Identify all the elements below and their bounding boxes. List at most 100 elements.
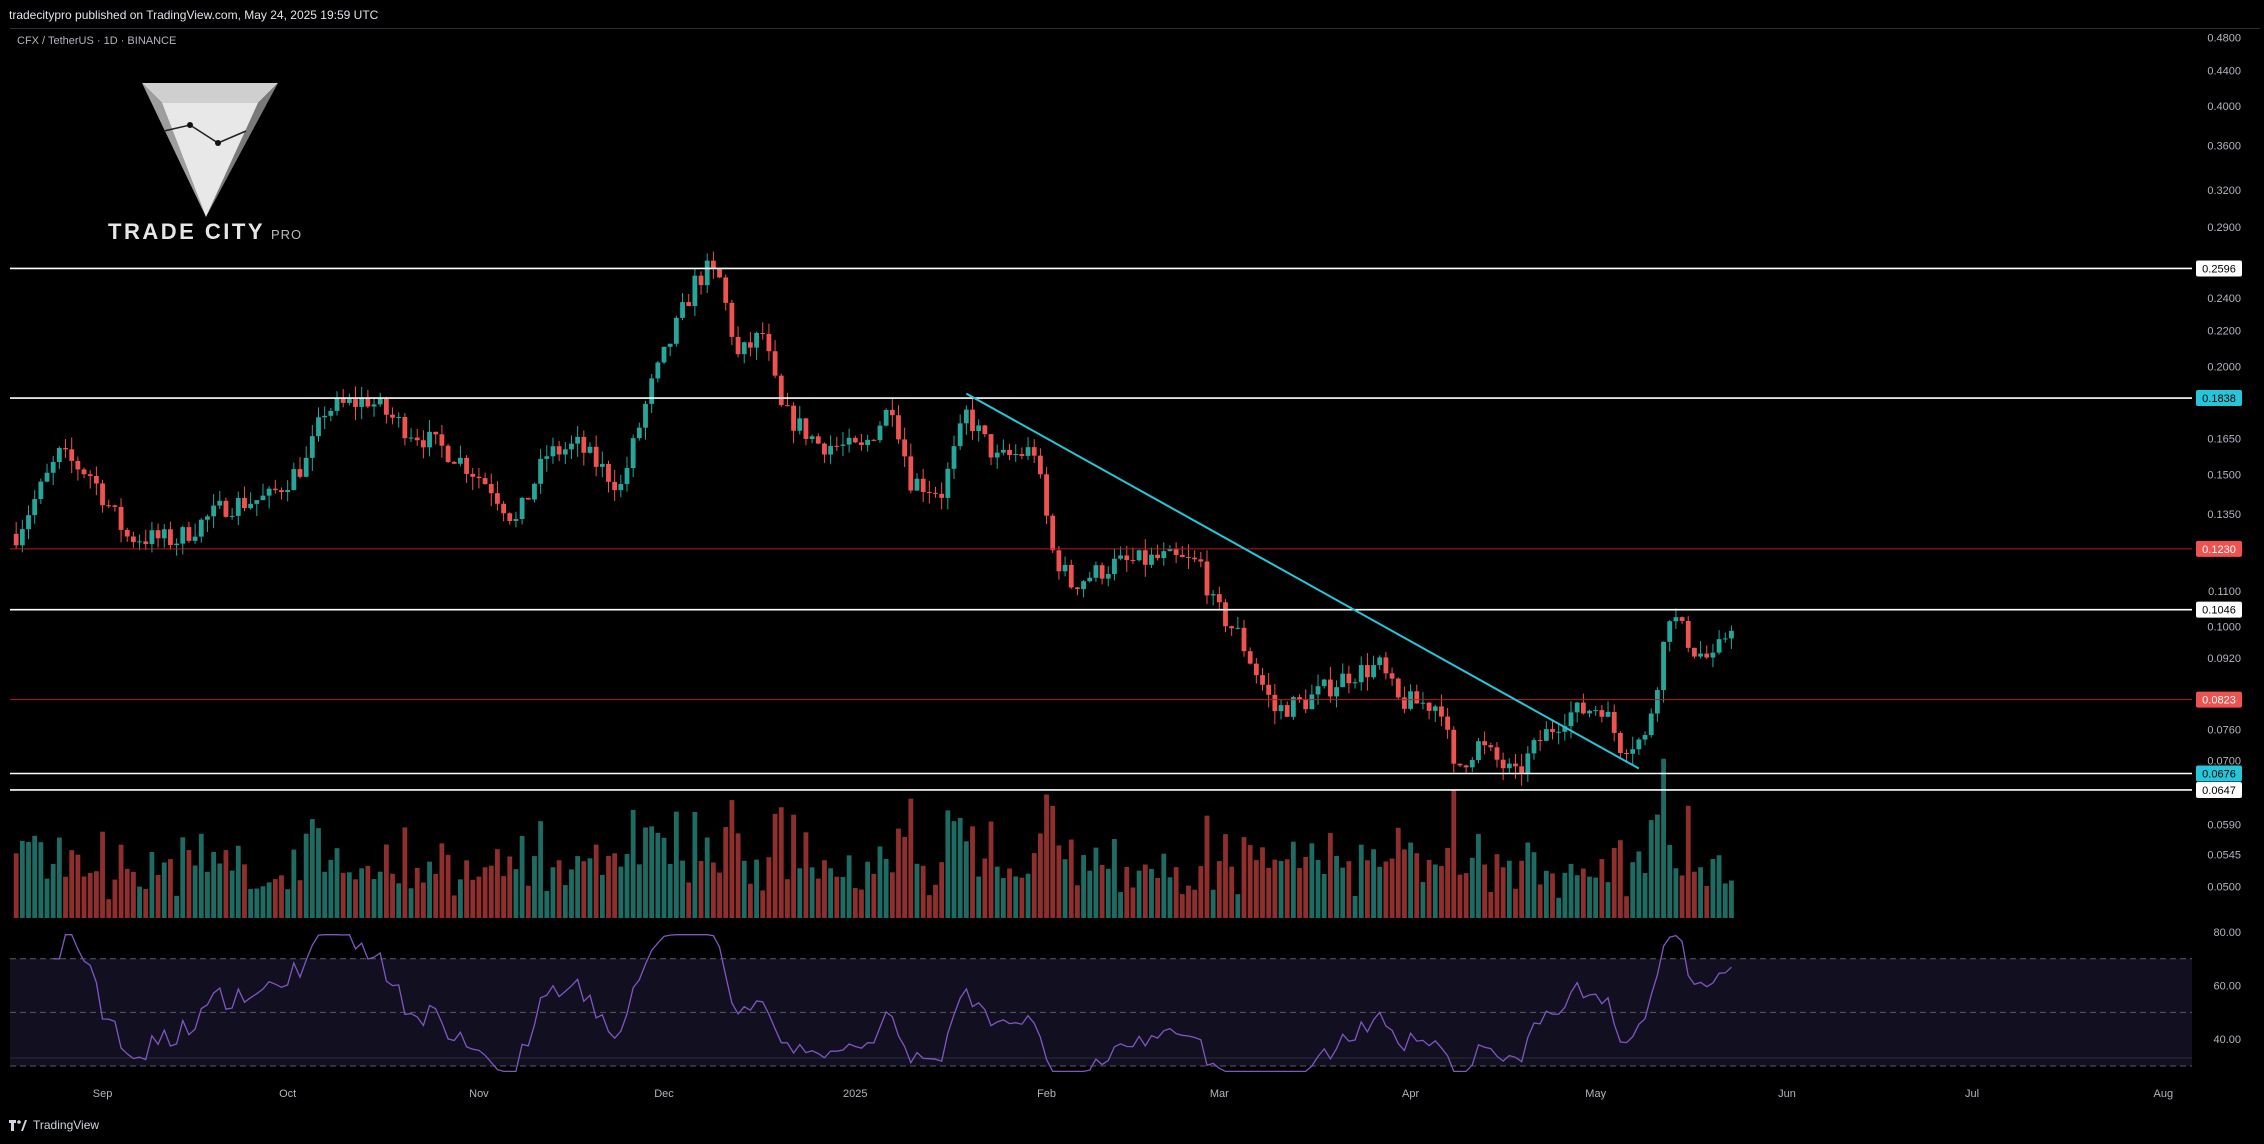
volume-bar	[846, 855, 852, 918]
candle-body	[272, 488, 278, 491]
candle-body	[840, 444, 846, 446]
price-tick-label: 0.4000	[2207, 101, 2241, 113]
volume-bar	[945, 810, 951, 918]
volume-bar	[396, 883, 402, 918]
volume-bar	[272, 879, 278, 918]
candle-body	[686, 302, 692, 307]
price-tick-label: 0.1650	[2207, 434, 2241, 446]
candle-body	[710, 260, 716, 269]
volume-bar	[723, 827, 729, 918]
volume-bar	[1587, 876, 1592, 918]
candle-body	[464, 457, 469, 474]
volume-bar	[1395, 827, 1401, 918]
candle-body	[1617, 732, 1623, 753]
candle-body	[223, 500, 229, 517]
candle-body	[143, 541, 149, 544]
volume-bar	[359, 868, 365, 918]
candle-body	[32, 499, 38, 516]
candle-body	[1580, 702, 1586, 714]
brand-label: TradingView	[33, 1118, 100, 1132]
candle-body	[1648, 713, 1654, 736]
price-tick-label: 0.1500	[2207, 469, 2241, 481]
volume-bar	[1500, 867, 1506, 918]
volume-bar	[797, 868, 803, 918]
volume-bar	[803, 832, 809, 918]
bottom-bar	[0, 1108, 2264, 1144]
price-tick-label: 0.4800	[2207, 33, 2241, 45]
candle-body	[612, 481, 618, 491]
time-axis-label: Apr	[1402, 1088, 1419, 1100]
volume-bar	[587, 858, 593, 918]
candle-body	[297, 469, 303, 477]
volume-bar	[1679, 875, 1685, 918]
candle-body	[865, 439, 871, 446]
volume-bar	[433, 874, 439, 918]
volume-bar	[1642, 873, 1648, 918]
candle-body	[1062, 564, 1068, 572]
volume-bar	[1531, 852, 1537, 918]
candle-body	[44, 472, 50, 482]
level-label: 0.2596	[2202, 263, 2236, 275]
candle-body	[661, 346, 667, 363]
candle-body	[1099, 565, 1105, 579]
candle-body	[1457, 763, 1463, 766]
volume-bar	[1210, 889, 1216, 918]
candle-body	[1315, 686, 1321, 695]
candle-body	[69, 449, 75, 461]
volume-bar	[1019, 877, 1025, 918]
volume-bar	[1648, 820, 1654, 918]
candle-body	[402, 416, 408, 439]
volume-bar	[50, 863, 56, 918]
candle-body	[1019, 454, 1025, 456]
volume-bar	[1062, 859, 1068, 918]
candle-body	[1531, 740, 1537, 754]
volume-bar	[643, 827, 648, 918]
volume-bar	[1661, 758, 1666, 918]
candle-body	[667, 343, 673, 347]
candle-body	[698, 275, 704, 286]
level-label-bg	[2196, 601, 2242, 618]
volume-bar	[1223, 834, 1228, 918]
candle-body	[766, 333, 772, 352]
candle-body	[1698, 653, 1703, 657]
price-tick-label: 0.3200	[2207, 185, 2241, 197]
volume-bar	[1365, 860, 1370, 918]
candle-body	[81, 469, 87, 475]
volume-bar	[815, 878, 821, 918]
candle-body	[1463, 765, 1469, 768]
candle-body	[235, 497, 241, 516]
volume-bar	[976, 876, 982, 918]
volume-bar	[124, 868, 130, 918]
volume-bar	[1358, 844, 1364, 918]
candle-body	[106, 505, 112, 507]
candle-body	[680, 302, 685, 318]
volume-bar	[1482, 864, 1488, 918]
candle-body	[1210, 594, 1216, 596]
volume-bar	[1315, 860, 1321, 918]
time-axis-label: Jul	[1965, 1088, 1979, 1100]
volume-bar	[131, 871, 136, 918]
candle-body	[359, 398, 365, 407]
candle-body	[1661, 641, 1666, 691]
volume-bar	[383, 844, 389, 918]
candle-body	[1371, 665, 1376, 678]
volume-bar	[1525, 842, 1531, 918]
volume-bar	[1556, 897, 1562, 918]
volume-bar	[636, 864, 642, 918]
volume-bar	[1136, 870, 1142, 918]
candle-body	[1260, 675, 1265, 685]
volume-bar	[1093, 847, 1099, 918]
tradingview-brand[interactable]: TradingView	[9, 1118, 99, 1132]
candle-body	[482, 478, 488, 485]
candle-body	[1667, 621, 1673, 642]
volume-bar	[778, 807, 784, 918]
volume-bar	[1068, 839, 1074, 918]
candle-body	[1204, 561, 1210, 596]
candle-body	[1562, 726, 1568, 732]
candle-body	[538, 458, 544, 484]
volume-bar	[902, 836, 908, 918]
candle-body	[248, 503, 254, 509]
volume-bar	[353, 879, 358, 918]
candle-body	[834, 445, 840, 447]
